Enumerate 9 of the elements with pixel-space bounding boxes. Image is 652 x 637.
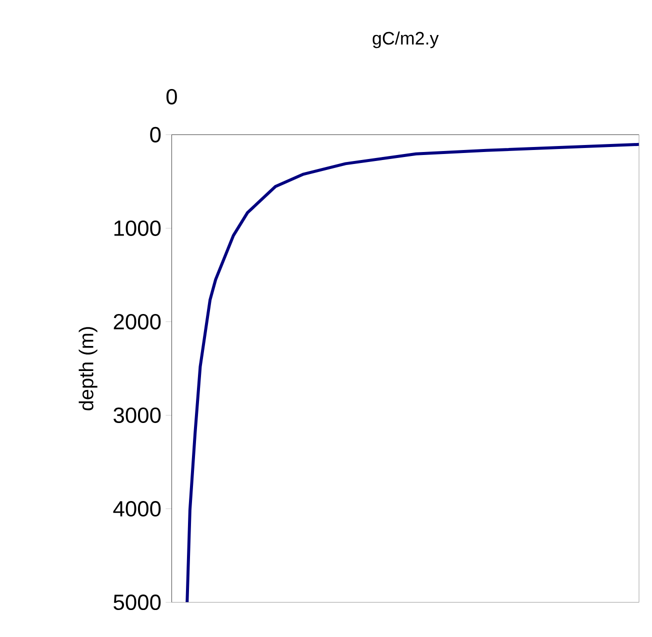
y-tick-label: 2000 <box>114 314 161 330</box>
y-tick-label: 0 <box>150 126 161 142</box>
y-tick-label: 1000 <box>114 220 161 236</box>
x-axis-title: gC/m2.y <box>372 31 439 48</box>
y-tick-label: 5000 <box>114 594 161 610</box>
y-tick-label: 3000 <box>114 407 161 424</box>
text: 0 <box>166 88 177 104</box>
y-axis-title: depth (m) <box>78 327 98 410</box>
y-tick-label: 4000 <box>113 501 161 517</box>
